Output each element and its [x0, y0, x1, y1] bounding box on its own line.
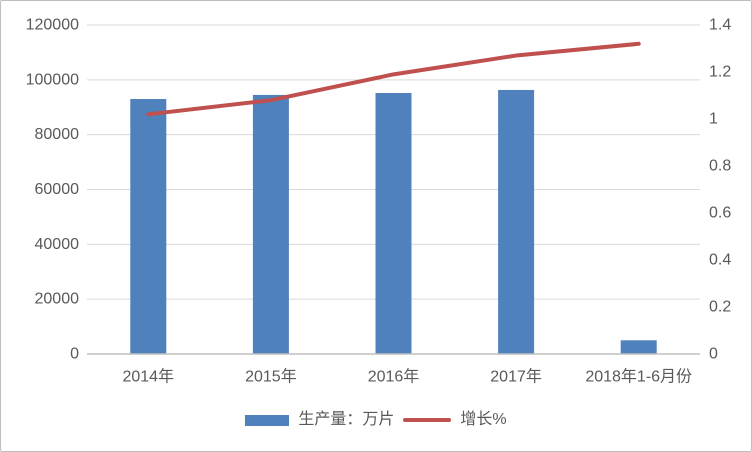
y-axis-left-tick-label: 0 [70, 346, 79, 363]
y-axis-left-tick-label: 20000 [35, 291, 80, 308]
bar-2015年 [252, 94, 289, 354]
y-axis-left-tick-label: 60000 [35, 181, 80, 198]
y-axis-left-tick-label: 40000 [35, 236, 80, 253]
y-axis-left-tick-label: 80000 [35, 126, 80, 143]
legend-label-growth: 增长% [460, 411, 507, 428]
y-axis-right-tick-label: 1.2 [709, 64, 731, 81]
y-axis-right-tick-label: 0.4 [709, 252, 731, 269]
legend-item-production: 生产量：万片 [245, 412, 394, 428]
legend-item-growth: 增长% [403, 411, 507, 428]
y-axis-left-tick-label: 100000 [26, 71, 79, 88]
x-axis-category-label: 2017年 [490, 368, 542, 386]
x-axis-category-label: 2014年 [122, 368, 174, 386]
bar-2016年 [375, 92, 412, 354]
legend-label-production: 生产量：万片 [298, 411, 395, 428]
y-axis-right-tick-label: 0 [709, 346, 718, 363]
x-axis-category-label: 2016年 [368, 368, 420, 386]
chart-legend: 生产量：万片 增长% [1, 407, 751, 433]
y-axis-right-tick-label: 1 [709, 111, 718, 128]
bar-2017年 [498, 89, 535, 354]
line-series-swatch-icon [403, 418, 452, 422]
y-axis-right-tick-label: 0.8 [709, 158, 731, 175]
growth-line [146, 41, 641, 117]
x-axis-category-label: 2015年 [245, 368, 297, 386]
bar-series-swatch-icon [245, 414, 290, 426]
y-axis-right-tick-label: 1.4 [709, 17, 731, 34]
y-axis-right-tick-label: 0.2 [709, 299, 731, 316]
bar-2014年 [130, 99, 167, 355]
y-axis-right-tick-label: 0.6 [709, 205, 731, 222]
y-axis-left-tick-label: 120000 [26, 17, 79, 34]
x-axis-category-label: 2018年1-6月份 [585, 368, 692, 386]
bar-2018年1-6月份 [620, 340, 657, 354]
